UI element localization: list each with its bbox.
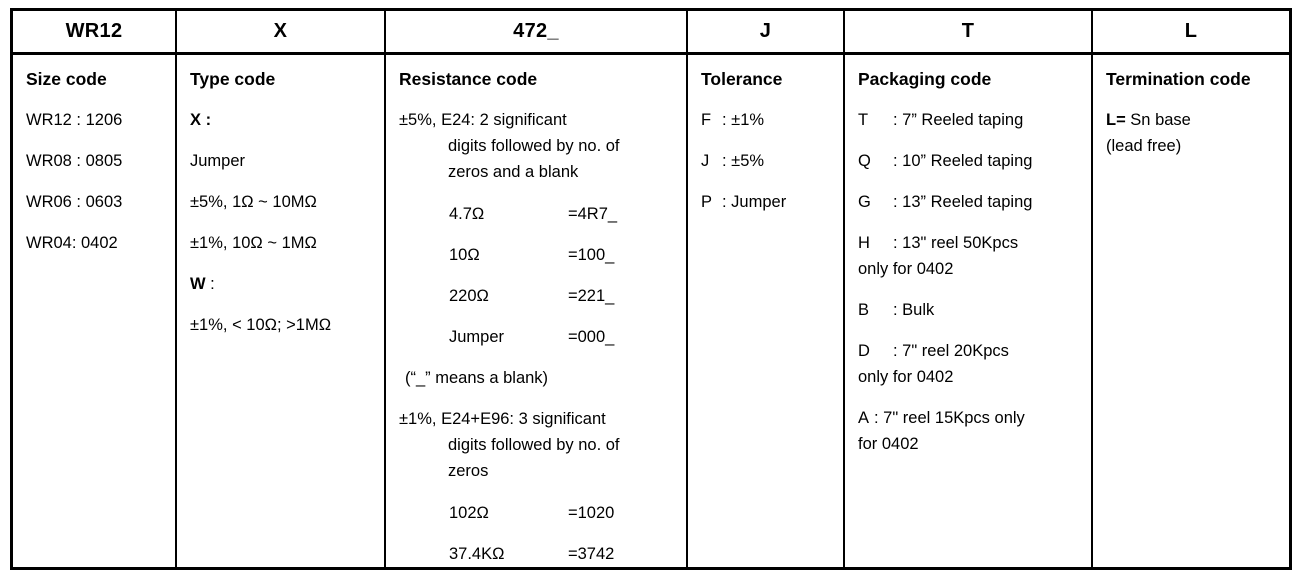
packaging-item: D : 7" reel 20Kpcs only for 0402 (858, 338, 1085, 390)
termination-code-column: Termination code L= Sn base (lead free) (1093, 55, 1289, 567)
example-code: =100_ (568, 246, 615, 264)
example-code: =000_ (568, 328, 615, 346)
packaging-desc: : 7” Reeled taping (893, 111, 1024, 129)
type-x-label: X : (190, 111, 212, 129)
resistance-example-row: 102Ω =1020 (449, 500, 680, 526)
example-value: 10Ω (449, 246, 480, 264)
tolerance-item: F : ±1% (701, 107, 837, 133)
tolerance-title: Tolerance (701, 69, 783, 89)
packaging-desc: : 13” Reeled taping (893, 193, 1033, 211)
tolerance-item: P : Jumper (701, 189, 837, 215)
example-code: =4R7_ (568, 205, 618, 223)
packaging-desc: : 7" reel 20Kpcs (893, 342, 1009, 360)
example-code: =1020 (568, 504, 615, 522)
blank-note: (“_” means a blank) (405, 369, 549, 387)
type-w-range: ±1%, < 10Ω; >1MΩ (190, 316, 332, 334)
size-code-item: WR04: 0402 (26, 234, 118, 252)
packaging-code: A (858, 409, 870, 427)
resistance-example-row: 220Ω =221_ (449, 283, 680, 309)
example-value: 220Ω (449, 287, 489, 305)
tolerance-desc: : ±5% (722, 152, 765, 170)
size-code-column: Size code WR12 : 1206 WR08 : 0805 WR06 :… (13, 55, 177, 567)
e24-note-line: zeros and a blank (448, 163, 579, 181)
tolerance-item: J : ±5% (701, 148, 837, 174)
packaging-desc: : 10” Reeled taping (893, 152, 1033, 170)
part-code-termination: L (1184, 20, 1198, 42)
resistance-code-title: Resistance code (399, 69, 538, 89)
type-x-range-5pct: ±5%, 1Ω ~ 10MΩ (190, 193, 317, 211)
part-code-packaging: T (845, 11, 1093, 52)
example-value: 37.4KΩ (449, 545, 505, 563)
resistance-example-row: 4.7Ω =4R7_ (449, 201, 680, 227)
packaging-code-column: Packaging code T : 7” Reeled taping Q : 10… (845, 55, 1093, 567)
packaging-desc: : 13" reel 50Kpcs (893, 234, 1019, 252)
termination-line1: L= Sn base (1106, 107, 1283, 133)
size-code-item: WR08 : 0805 (26, 152, 123, 170)
type-code-column: Type code X : Jumper ±5%, 1Ω ~ 10MΩ ±1%,… (177, 55, 386, 567)
e24-note-line: ±5%, E24: 2 significant (399, 111, 567, 129)
termination-material: Sn base (1125, 111, 1191, 129)
termination-desc: L= Sn base (lead free) (1106, 107, 1283, 159)
e24-note: ±5%, E24: 2 significant digits followed … (399, 107, 680, 185)
tolerance-column: Tolerance F : ±1% J : ±5% P : Jumper (688, 55, 845, 567)
tolerance-code: J (701, 152, 710, 170)
termination-line2: (lead free) (1106, 137, 1182, 155)
packaging-desc-line2: only for 0402 (858, 260, 954, 278)
example-value: 4.7Ω (449, 205, 485, 223)
packaging-code: G (858, 193, 871, 211)
type-w-label: W : (190, 271, 378, 297)
size-code-item: WR12 : 1206 (26, 111, 123, 129)
tolerance-code: F (701, 111, 712, 129)
tolerance-desc: : ±1% (722, 111, 765, 129)
e96-note-line: zeros (448, 462, 489, 480)
example-code: =221_ (568, 287, 615, 305)
packaging-desc: : 7" reel 15Kpcs only (874, 409, 1025, 427)
packaging-item: G : 13” Reeled taping (858, 189, 1085, 215)
part-number-header-row: WR12 X 472_ J T L (13, 11, 1289, 55)
packaging-code: D (858, 342, 870, 360)
type-w-colon: : (205, 275, 215, 293)
part-number-body-row: Size code WR12 : 1206 WR08 : 0805 WR06 :… (13, 55, 1289, 567)
packaging-desc-line2: only for 0402 (858, 368, 954, 386)
tolerance-desc: : Jumper (722, 193, 787, 211)
type-w-letter: W (190, 275, 206, 293)
size-code-item: WR06 : 0603 (26, 193, 123, 211)
packaging-item: A: 7" reel 15Kpcs only for 0402 (858, 405, 1085, 457)
packaging-code: B (858, 301, 870, 319)
type-x-range-1pct: ±1%, 10Ω ~ 1MΩ (190, 234, 317, 252)
e96-note: ±1%, E24+E96: 3 significant digits follo… (399, 406, 680, 484)
termination-code-title: Termination code (1106, 69, 1251, 89)
resistance-code-column: Resistance code ±5%, E24: 2 significant … (386, 55, 688, 567)
packaging-desc: : Bulk (893, 301, 935, 319)
part-code-tolerance: J (688, 11, 845, 52)
example-value: 102Ω (449, 504, 489, 522)
packaging-desc-line2: for 0402 (858, 435, 919, 453)
packaging-item: Q : 10” Reeled taping (858, 148, 1085, 174)
packaging-item: T : 7” Reeled taping (858, 107, 1085, 133)
part-code-type: X (177, 11, 386, 52)
packaging-code: H (858, 234, 870, 252)
packaging-code: Q (858, 152, 871, 170)
packaging-item: B : Bulk (858, 297, 1085, 323)
packaging-code: T (858, 111, 869, 129)
type-x-jumper: Jumper (190, 152, 246, 170)
termination-code-letter: L= (1106, 111, 1126, 129)
resistance-example-row: Jumper =000_ (449, 324, 680, 350)
resistance-example-row: 37.4KΩ =3742 (449, 541, 680, 567)
example-code: =3742 (568, 545, 615, 563)
tolerance-code: P (701, 193, 713, 211)
resistance-example-row: 10Ω =100_ (449, 242, 680, 268)
packaging-item: H : 13" reel 50Kpcs only for 0402 (858, 230, 1085, 282)
part-code-resistance: 472_ (386, 11, 688, 52)
example-value: Jumper (449, 328, 505, 346)
e96-note-line: ±1%, E24+E96: 3 significant (399, 410, 606, 428)
part-number-coding-table: WR12 X 472_ J T L Size code WR12 : 1206 … (10, 8, 1292, 570)
type-code-title: Type code (190, 69, 276, 89)
packaging-code-title: Packaging code (858, 69, 992, 89)
e24-note-line: digits followed by no. of (448, 137, 620, 155)
size-code-title: Size code (26, 69, 107, 89)
part-code-size: WR12 (13, 11, 177, 52)
e96-note-line: digits followed by no. of (448, 436, 620, 454)
